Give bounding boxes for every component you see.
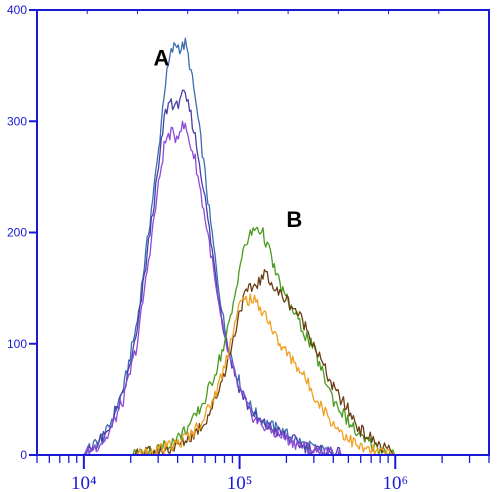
y-tick-label: 300: [7, 114, 27, 128]
series-line-2: [37, 89, 489, 456]
series-line-6: [37, 293, 489, 456]
x-tick-label: 10⁶: [382, 473, 408, 492]
series-line-1: [37, 37, 489, 456]
y-tick-label: 0: [20, 448, 27, 462]
annotations-layer: AB: [153, 46, 302, 232]
series-layer: [37, 37, 489, 456]
y-tick-label: 400: [7, 3, 27, 17]
x-tick-label: 10⁴: [71, 473, 97, 492]
y-tick-label: 100: [7, 337, 27, 351]
series-line-3: [37, 120, 489, 456]
annotation-A: A: [153, 46, 169, 71]
y-tick-label: 200: [7, 226, 27, 240]
axes-layer: 10⁴ 10⁵ 10⁶ 0 100 200 300 400: [7, 3, 490, 492]
x-tick-label: 10⁵: [227, 473, 253, 492]
annotation-B: B: [286, 207, 302, 232]
